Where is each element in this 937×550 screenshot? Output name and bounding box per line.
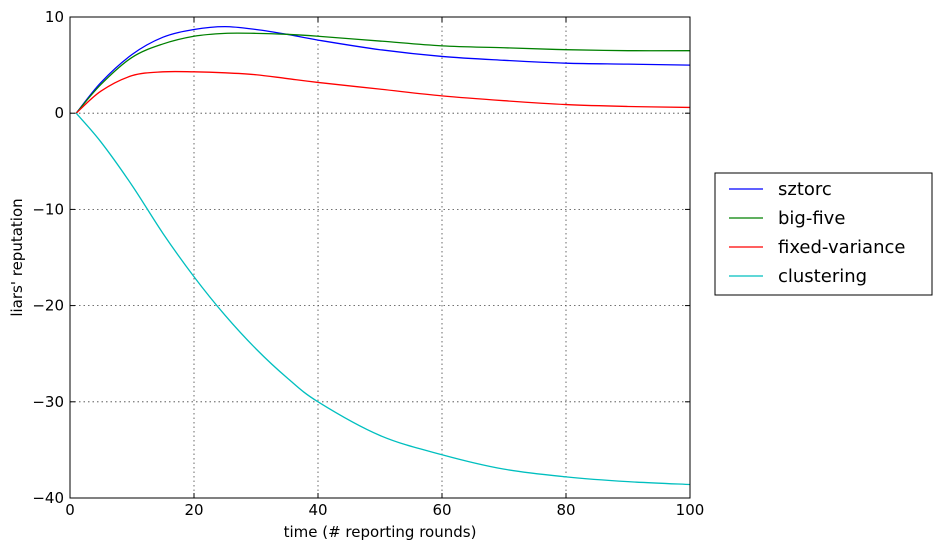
legend-label-big-five: big-five: [778, 208, 845, 229]
legend-label-fixed-variance: fixed-variance: [778, 237, 905, 258]
grid: [70, 17, 690, 498]
x-tick-label: 100: [676, 501, 705, 519]
y-tick-label: −10: [32, 200, 64, 218]
y-tick-label: −20: [32, 297, 64, 315]
legend-label-sztorc: sztorc: [778, 179, 832, 200]
series-lines: [75, 25, 691, 486]
x-tick-label: 60: [432, 501, 451, 519]
series-line-sztorc: [75, 25, 691, 114]
x-tick-label: 40: [308, 501, 327, 519]
y-tick-label: −40: [32, 489, 64, 507]
series-line-clustering: [75, 112, 691, 486]
x-axis-label: time (# reporting rounds): [284, 523, 477, 541]
x-tick-label: 20: [184, 501, 203, 519]
x-tick-label: 80: [556, 501, 575, 519]
legend-box: [714, 172, 933, 296]
plot-frame: [69, 16, 691, 499]
legend-label-clustering: clustering: [778, 266, 867, 287]
series-line-fixed-variance: [75, 70, 691, 114]
y-tick-label: −30: [32, 393, 64, 411]
legend: sztorc big-five fixed-variance clustering: [714, 172, 933, 296]
x-tick-label: 0: [65, 501, 75, 519]
y-axis-label: liars' reputation: [8, 198, 26, 316]
y-tick-label: 10: [45, 8, 64, 26]
y-tick-label: 0: [54, 104, 64, 122]
series-line-big-five: [75, 32, 691, 114]
